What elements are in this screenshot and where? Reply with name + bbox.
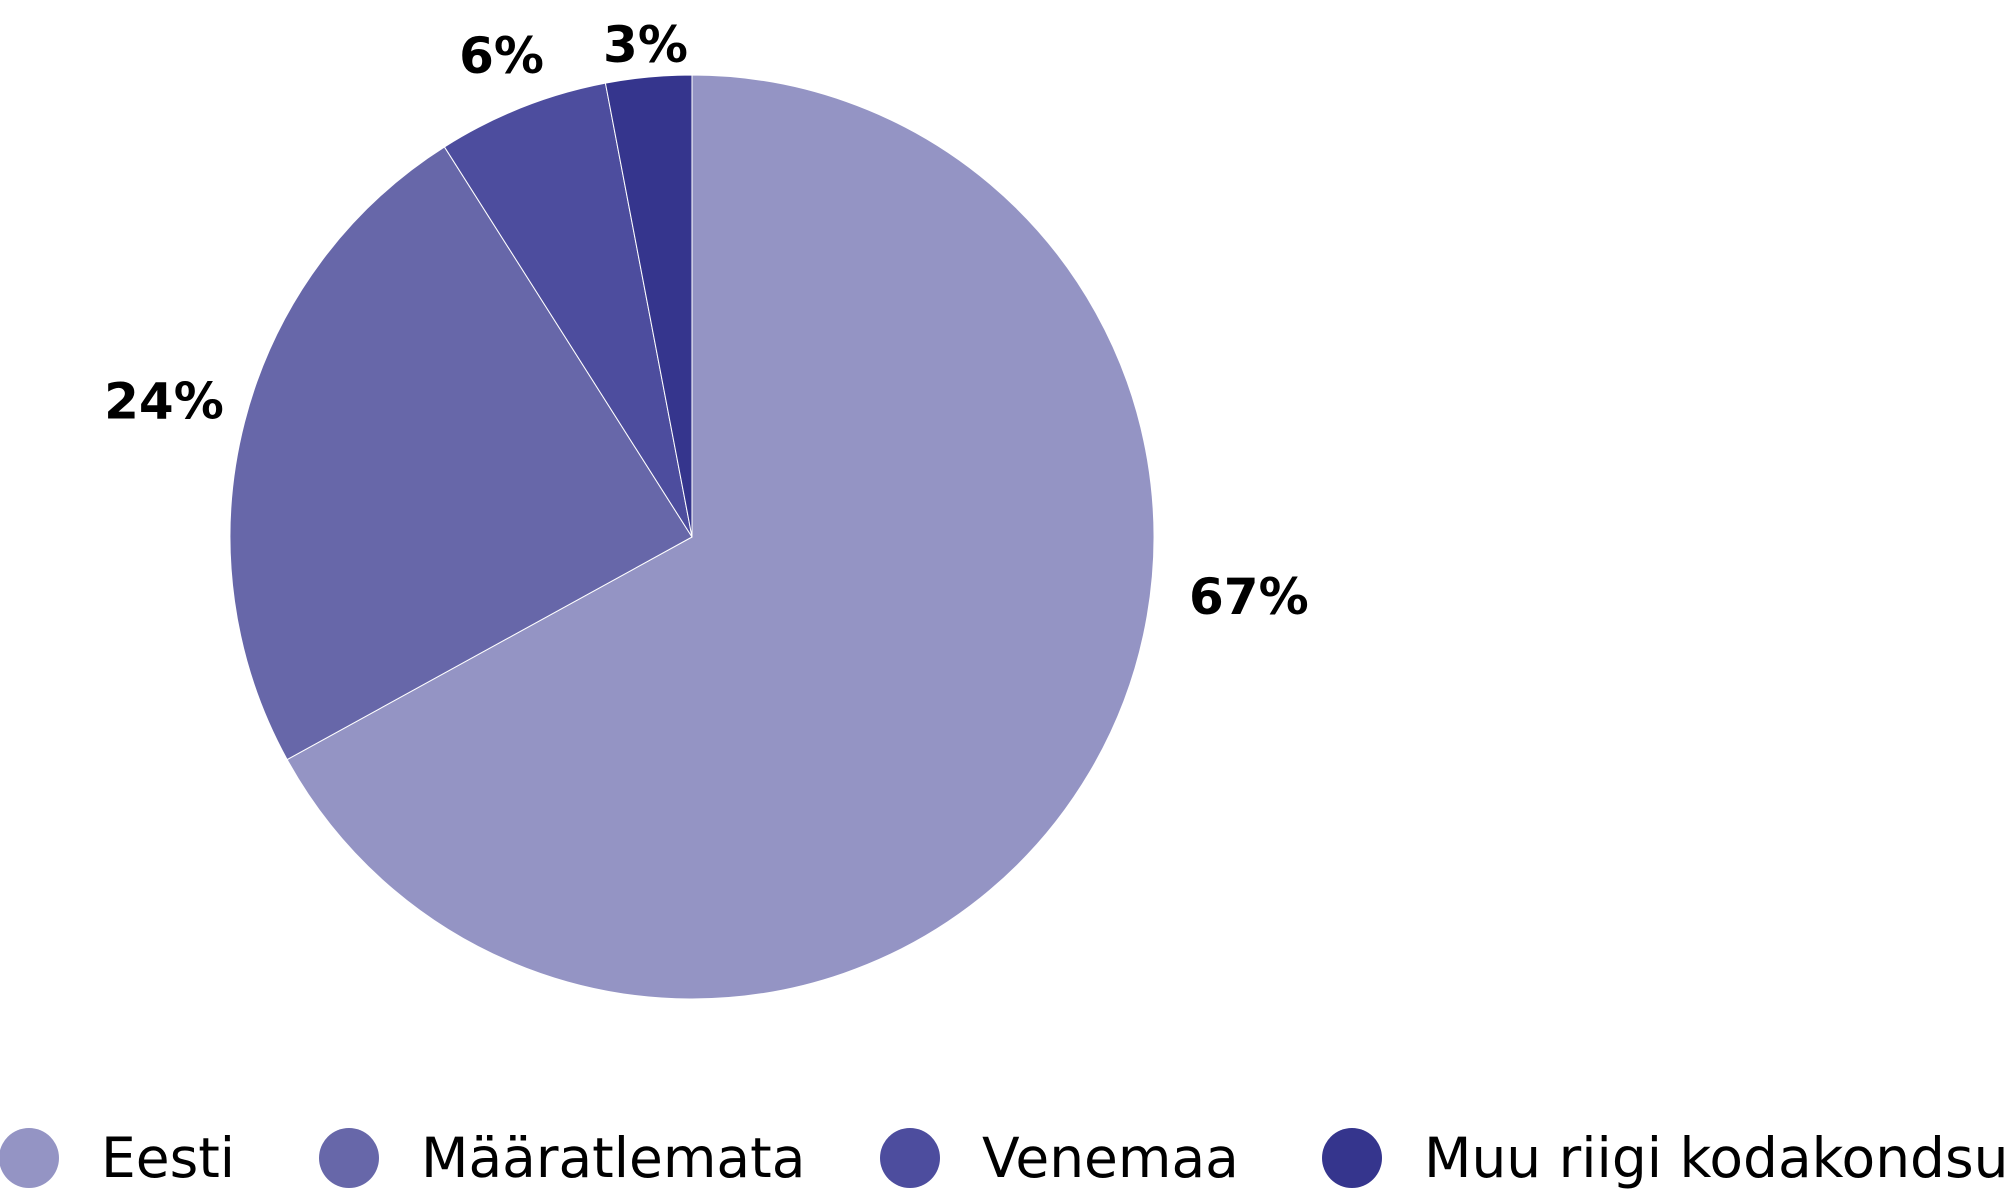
legend-label: Eesti <box>101 1126 235 1190</box>
legend-label: Venemaa <box>982 1126 1239 1190</box>
slice-label: 3% <box>603 16 688 74</box>
pie-slice-muu-riigi-kodakondsus <box>604 74 693 538</box>
pie-slices <box>229 74 1155 1000</box>
legend-label: Määratlemata <box>421 1126 805 1190</box>
pie-slice-eesti <box>286 74 1155 1000</box>
legend-marker <box>0 1128 59 1188</box>
slice-label: 6% <box>459 27 544 85</box>
legend-marker <box>1322 1128 1382 1188</box>
pie-slice-labels: 67% 24% 6% 3% <box>104 16 1309 626</box>
legend: Eesti Määratlemata Venemaa Muu riigi kodako… <box>0 1126 2011 1190</box>
pie-slice-m-ratlemata <box>229 146 693 761</box>
legend-marker <box>319 1128 379 1188</box>
legend-marker <box>880 1128 940 1188</box>
legend-label: Muu riigi kodakondsus <box>1424 1126 2011 1190</box>
slice-label: 24% <box>104 372 224 430</box>
pie-slice-venemaa <box>443 82 693 538</box>
slice-label: 67% <box>1189 568 1309 626</box>
